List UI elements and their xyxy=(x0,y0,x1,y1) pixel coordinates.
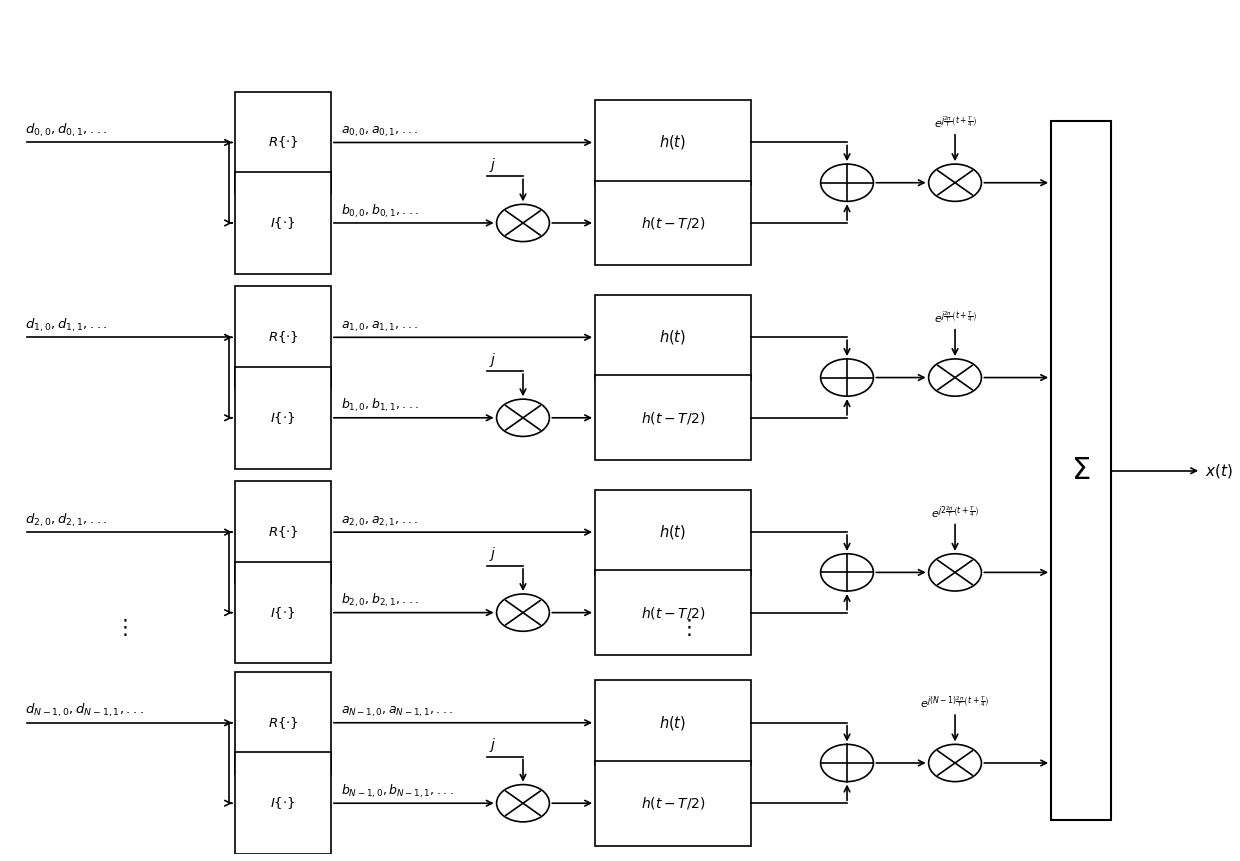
Text: $I\{\cdot\}$: $I\{\cdot\}$ xyxy=(270,796,295,811)
Circle shape xyxy=(496,594,549,631)
Bar xyxy=(234,91,331,194)
Text: $e^{j\frac{2\pi}{T}\left(t+\frac{T}{4}\right)}$: $e^{j\frac{2\pi}{T}\left(t+\frac{T}{4}\r… xyxy=(934,309,976,325)
Bar xyxy=(595,295,751,380)
Bar xyxy=(234,287,331,388)
Text: $I\{\cdot\}$: $I\{\cdot\}$ xyxy=(270,410,295,425)
Text: $I\{\cdot\}$: $I\{\cdot\}$ xyxy=(270,215,295,231)
Text: $\Sigma$: $\Sigma$ xyxy=(1071,456,1091,486)
Bar xyxy=(595,375,751,460)
Text: $h(t-T/2)$: $h(t-T/2)$ xyxy=(641,410,706,426)
Text: $d_{N-1,0}, d_{N-1,1},...$: $d_{N-1,0}, d_{N-1,1},...$ xyxy=(25,702,144,719)
Text: $b_{1,0}, b_{1,1},...$: $b_{1,0}, b_{1,1},...$ xyxy=(341,397,419,414)
Bar xyxy=(234,672,331,773)
Circle shape xyxy=(929,164,981,201)
Text: $j$: $j$ xyxy=(490,546,497,563)
Text: $R\{\cdot\}$: $R\{\cdot\}$ xyxy=(268,524,299,540)
Circle shape xyxy=(821,554,873,591)
Text: $h(t)$: $h(t)$ xyxy=(660,714,687,732)
Bar xyxy=(234,561,331,664)
Text: $h(t-T/2)$: $h(t-T/2)$ xyxy=(641,215,706,231)
Bar xyxy=(1052,121,1111,821)
Text: $x(t)$: $x(t)$ xyxy=(1204,461,1233,480)
Text: $d_{1,0}, d_{1,1},...$: $d_{1,0}, d_{1,1},...$ xyxy=(25,317,108,334)
Text: $j$: $j$ xyxy=(490,156,497,174)
Circle shape xyxy=(821,164,873,201)
Text: $b_{2,0}, b_{2,1},...$: $b_{2,0}, b_{2,1},...$ xyxy=(341,592,419,610)
Text: $b_{N-1,0}, b_{N-1,1},...$: $b_{N-1,0}, b_{N-1,1},...$ xyxy=(341,783,453,800)
Text: $d_{0,0}, d_{0,1},...$: $d_{0,0}, d_{0,1},...$ xyxy=(25,121,108,139)
Text: $d_{2,0}, d_{2,1},...$: $d_{2,0}, d_{2,1},...$ xyxy=(25,511,108,529)
Bar xyxy=(595,570,751,655)
Circle shape xyxy=(929,745,981,782)
Text: $a_{0,0}, a_{0,1},...$: $a_{0,0}, a_{0,1},...$ xyxy=(341,125,418,139)
Text: $h(t)$: $h(t)$ xyxy=(660,523,687,542)
Text: $j$: $j$ xyxy=(490,736,497,754)
Bar xyxy=(595,100,751,185)
Text: $h(t)$: $h(t)$ xyxy=(660,133,687,152)
Text: $R\{\cdot\}$: $R\{\cdot\}$ xyxy=(268,715,299,731)
Text: $e^{j\frac{2\pi}{T}\left(t+\frac{T}{4}\right)}$: $e^{j\frac{2\pi}{T}\left(t+\frac{T}{4}\r… xyxy=(934,115,976,130)
Text: $R\{\cdot\}$: $R\{\cdot\}$ xyxy=(268,134,299,151)
Text: $\vdots$: $\vdots$ xyxy=(678,617,692,638)
Text: $h(t)$: $h(t)$ xyxy=(660,328,687,346)
Circle shape xyxy=(929,359,981,396)
Bar xyxy=(595,680,751,765)
Text: $\vdots$: $\vdots$ xyxy=(114,617,128,638)
Text: $e^{j2\frac{2\pi}{T}\left(t+\frac{T}{4}\right)}$: $e^{j2\frac{2\pi}{T}\left(t+\frac{T}{4}\… xyxy=(931,504,978,520)
Text: $a_{1,0}, a_{1,1},...$: $a_{1,0}, a_{1,1},...$ xyxy=(341,319,418,334)
Bar xyxy=(234,172,331,274)
Text: $h(t-T/2)$: $h(t-T/2)$ xyxy=(641,796,706,811)
Bar xyxy=(595,181,751,265)
Bar xyxy=(595,490,751,574)
Circle shape xyxy=(821,745,873,782)
Circle shape xyxy=(929,554,981,591)
Bar xyxy=(234,481,331,583)
Text: $I\{\cdot\}$: $I\{\cdot\}$ xyxy=(270,604,295,621)
Text: $a_{2,0}, a_{2,1},...$: $a_{2,0}, a_{2,1},...$ xyxy=(341,514,418,529)
Text: $j$: $j$ xyxy=(490,350,497,369)
Text: $b_{0,0}, b_{0,1},...$: $b_{0,0}, b_{0,1},...$ xyxy=(341,202,419,220)
Bar xyxy=(234,753,331,854)
Circle shape xyxy=(821,359,873,396)
Bar xyxy=(595,761,751,846)
Text: $R\{\cdot\}$: $R\{\cdot\}$ xyxy=(268,330,299,345)
Text: $a_{N-1,0}, a_{N-1,1},...$: $a_{N-1,0}, a_{N-1,1},...$ xyxy=(341,705,453,719)
Circle shape xyxy=(496,784,549,822)
Circle shape xyxy=(496,204,549,242)
Text: $e^{j(N-1)\frac{2\pi}{T}\left(t+\frac{T}{4}\right)}$: $e^{j(N-1)\frac{2\pi}{T}\left(t+\frac{T}… xyxy=(920,695,990,710)
Circle shape xyxy=(496,400,549,437)
Bar xyxy=(234,367,331,468)
Text: $h(t-T/2)$: $h(t-T/2)$ xyxy=(641,604,706,621)
